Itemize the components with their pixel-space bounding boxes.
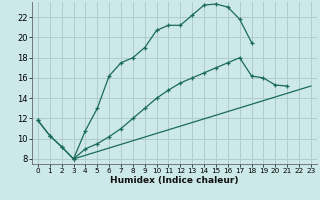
X-axis label: Humidex (Indice chaleur): Humidex (Indice chaleur) (110, 176, 239, 185)
